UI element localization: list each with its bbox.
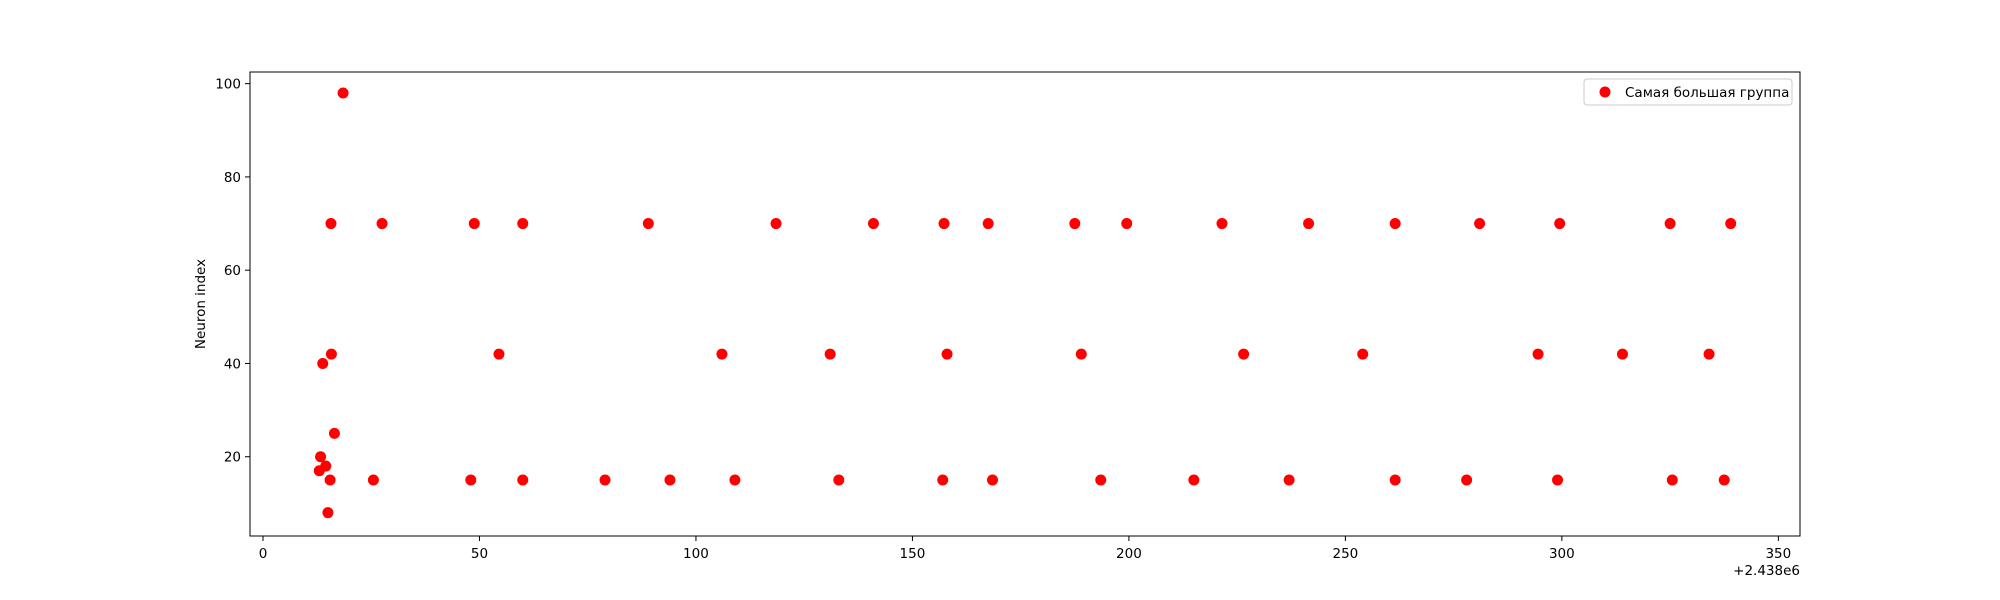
data-point xyxy=(716,348,728,360)
data-point xyxy=(1532,348,1544,360)
y-tick-label: 20 xyxy=(224,450,241,466)
data-point xyxy=(1474,218,1486,230)
data-point xyxy=(729,474,741,486)
data-point xyxy=(325,218,337,230)
data-point xyxy=(322,507,334,519)
data-point xyxy=(1188,474,1200,486)
data-point xyxy=(325,348,337,360)
legend: Самая большая группа xyxy=(1583,78,1793,106)
data-point xyxy=(642,218,654,230)
data-point xyxy=(1552,474,1564,486)
x-tick-label: 100 xyxy=(683,546,709,562)
data-point xyxy=(517,474,529,486)
data-point xyxy=(315,451,327,463)
plot-frame xyxy=(249,71,1801,537)
x-tick-label: 0 xyxy=(259,546,268,562)
x-tick-label: 350 xyxy=(1765,546,1791,562)
data-point xyxy=(1216,218,1228,230)
x-tick-label: 300 xyxy=(1549,546,1575,562)
data-point xyxy=(1389,218,1401,230)
data-point xyxy=(664,474,676,486)
data-point xyxy=(1121,218,1133,230)
data-point xyxy=(1664,218,1676,230)
data-point xyxy=(1718,474,1730,486)
data-point xyxy=(867,218,879,230)
data-point xyxy=(1283,474,1295,486)
data-point xyxy=(824,348,836,360)
data-point xyxy=(1303,218,1315,230)
data-point xyxy=(938,218,950,230)
data-point xyxy=(941,348,953,360)
legend-label: Самая большая группа xyxy=(1625,85,1789,101)
data-point xyxy=(1069,218,1081,230)
y-tick-label: 60 xyxy=(224,263,241,279)
data-point xyxy=(1616,348,1628,360)
data-point xyxy=(328,427,340,439)
data-point xyxy=(982,218,994,230)
data-point xyxy=(1238,348,1250,360)
data-point xyxy=(1725,218,1737,230)
data-point xyxy=(833,474,845,486)
data-point xyxy=(317,357,329,369)
x-tick-label: 250 xyxy=(1333,546,1359,562)
data-point xyxy=(1389,474,1401,486)
y-tick-label: 100 xyxy=(215,77,241,93)
data-point xyxy=(937,474,949,486)
data-point xyxy=(1357,348,1369,360)
y-tick-label: 80 xyxy=(224,170,241,186)
y-axis: 20 40 60 80 100 xyxy=(215,77,250,466)
data-point xyxy=(1095,474,1107,486)
data-point xyxy=(1666,474,1678,486)
points-layer xyxy=(313,87,1737,519)
data-point xyxy=(599,474,611,486)
data-point xyxy=(376,218,388,230)
data-point xyxy=(1461,474,1473,486)
data-point xyxy=(367,474,379,486)
x-axis: 0 50 100 150 200 250 300 350 xyxy=(259,536,1791,562)
legend-marker xyxy=(1599,86,1611,98)
data-point xyxy=(1075,348,1087,360)
data-point xyxy=(493,348,505,360)
y-tick-label: 40 xyxy=(224,356,241,372)
data-point xyxy=(770,218,782,230)
y-axis-label: Neuron index xyxy=(193,259,209,349)
data-point xyxy=(465,474,477,486)
x-tick-label: 50 xyxy=(471,546,488,562)
data-point xyxy=(337,87,349,99)
data-point xyxy=(987,474,999,486)
data-point xyxy=(320,460,332,472)
legend-frame xyxy=(1583,78,1793,106)
x-tick-label: 200 xyxy=(1116,546,1142,562)
data-point xyxy=(468,218,480,230)
x-tick-label: 150 xyxy=(900,546,926,562)
x-offset-label: +2.438e6 xyxy=(1733,563,1800,579)
data-point xyxy=(1703,348,1715,360)
data-point xyxy=(517,218,529,230)
data-point xyxy=(324,474,336,486)
data-point xyxy=(1554,218,1566,230)
